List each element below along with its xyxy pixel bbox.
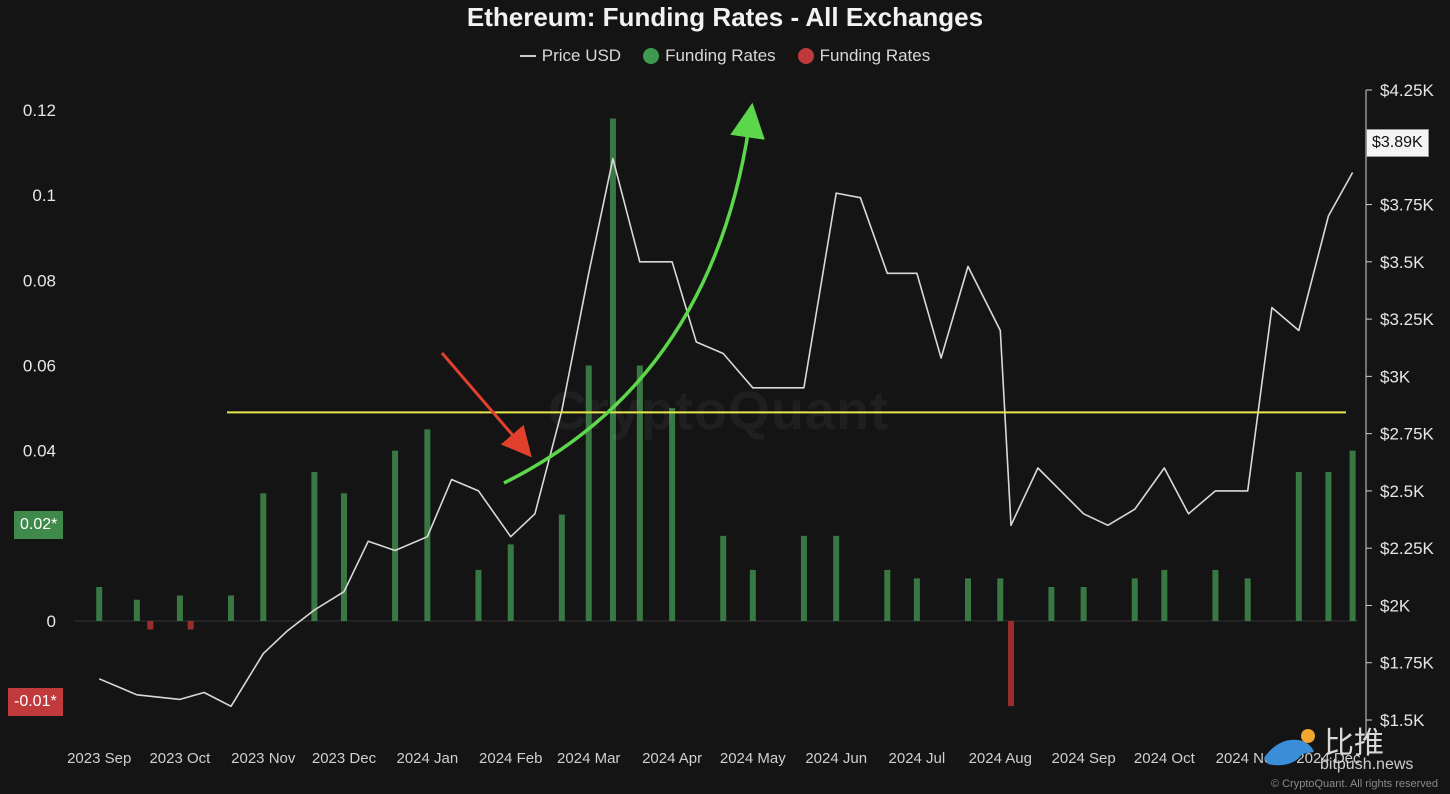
green-arrow	[503, 102, 765, 485]
funding-bar	[392, 450, 399, 621]
x-tick-label: 2024 Jul	[889, 750, 946, 767]
funding-bar	[340, 493, 347, 621]
funding-bar	[311, 471, 318, 621]
y-right-tick-label: $3.75K	[1380, 196, 1435, 215]
y-right-tick-label: $3K	[1380, 367, 1411, 386]
x-tick-label: 2023 Oct	[149, 750, 211, 767]
cryptoquant-watermark: CryptoQuant	[548, 381, 889, 441]
bitpush-en: bitpush.news	[1320, 756, 1414, 773]
x-tick-label: 2024 May	[720, 750, 786, 767]
y-left-tick-label: 0.1	[32, 186, 56, 205]
y-left-tick-label: 0	[47, 612, 56, 631]
legend-funding-positive[interactable]: Funding Rates	[643, 46, 776, 66]
funding-bar	[1212, 569, 1219, 621]
y-right-tick-label: $2.5K	[1380, 482, 1425, 501]
x-tick-label: 2023 Nov	[231, 750, 296, 767]
funding-bar	[96, 586, 103, 621]
funding-bar	[913, 578, 920, 621]
funding-bar	[997, 578, 1004, 621]
funding-bar	[884, 569, 891, 621]
funding-bar	[558, 514, 565, 621]
legend-funding-negative[interactable]: Funding Rates	[797, 46, 931, 66]
x-tick-label: 2024 Jan	[396, 750, 458, 767]
funding-bar	[260, 493, 267, 621]
funding-bar	[720, 535, 727, 621]
legend-price-label: Price USD	[541, 46, 622, 65]
y-left-tick-label: 0.12	[23, 101, 56, 120]
x-tick-label: 2023 Sep	[67, 750, 131, 767]
y-left-tick-label: 0.08	[23, 271, 56, 290]
y-right-tick-label: $2.75K	[1380, 425, 1435, 444]
y-left-tick-label: 0.04	[23, 442, 56, 461]
funding-bar	[475, 569, 482, 621]
legend: Price USD Funding Rates Funding Rates	[0, 46, 1450, 66]
green-dot-icon	[643, 48, 660, 64]
price-line-swatch	[519, 55, 536, 57]
funding-min-badge: -0.01*	[8, 688, 63, 716]
price-line	[98, 157, 1354, 708]
y-right-tick-label: $3.5K	[1380, 253, 1425, 272]
bitpush-cn: 比推	[1324, 726, 1384, 761]
x-tick-label: 2024 Nov	[1216, 750, 1281, 767]
x-tick-label: 2024 Feb	[479, 750, 542, 767]
funding-bar	[964, 578, 971, 621]
y-right-tick-label: $2K	[1380, 596, 1411, 615]
funding-bar	[585, 365, 592, 621]
funding-bar	[1131, 578, 1138, 621]
x-tick-label: 2024 Mar	[557, 750, 620, 767]
funding-bar	[1325, 471, 1332, 621]
funding-bar	[1349, 450, 1356, 621]
funding-bar	[1080, 586, 1087, 621]
copyright: © CryptoQuant. All rights reserved	[1270, 778, 1438, 790]
funding-bar	[187, 621, 194, 630]
y-right-tick-label: $1.75K	[1380, 654, 1435, 673]
x-tick-label: 2024 Apr	[642, 750, 702, 767]
funding-bar	[176, 595, 183, 621]
funding-bar	[636, 365, 643, 621]
y-right-tick-label: $3.25K	[1380, 310, 1435, 329]
funding-bar	[669, 408, 676, 621]
bird-logo-icon	[1264, 729, 1315, 766]
funding-bar	[800, 535, 807, 621]
legend-price[interactable]: Price USD	[519, 46, 622, 66]
y-right-tick-label: $4.25K	[1380, 81, 1435, 100]
x-tick-label: 2024 Oct	[1134, 750, 1196, 767]
chart-title: Ethereum: Funding Rates - All Exchanges	[466, 2, 984, 32]
legend-funding-negative-label: Funding Rates	[819, 46, 931, 65]
red-arrow	[440, 352, 532, 458]
x-tick-label: 2024 Aug	[969, 750, 1032, 767]
funding-bar	[833, 535, 840, 621]
x-tick-label: 2023 Dec	[312, 750, 377, 767]
y-left-tick-label: 0.06	[23, 357, 56, 376]
x-tick-label: 2024 Jun	[805, 750, 867, 767]
y-right-tick-label: $2.25K	[1380, 539, 1435, 558]
funding-bar	[228, 595, 235, 621]
x-tick-label: 2024 Dec	[1296, 750, 1361, 767]
funding-bar	[1008, 621, 1015, 707]
funding-bar	[424, 429, 431, 621]
funding-bar	[609, 118, 616, 622]
bitpush-logo: 比推 bitpush.news	[1258, 722, 1438, 782]
red-dot-icon	[797, 48, 814, 64]
funding-bar	[1048, 586, 1055, 621]
x-tick-label: 2024 Sep	[1052, 750, 1116, 767]
funding-bar	[147, 621, 154, 630]
funding-bar	[1161, 569, 1168, 621]
funding-bar	[507, 544, 514, 621]
funding-bar	[1295, 471, 1302, 621]
legend-funding-positive-label: Funding Rates	[665, 46, 776, 65]
y-right-tick-label: $1.5K	[1380, 711, 1425, 730]
funding-bar	[133, 599, 140, 621]
funding-bar	[1244, 578, 1251, 621]
price-current-badge: $3.89K	[1366, 129, 1429, 157]
funding-bar	[749, 569, 756, 621]
funding-current-badge: 0.02*	[14, 511, 64, 539]
